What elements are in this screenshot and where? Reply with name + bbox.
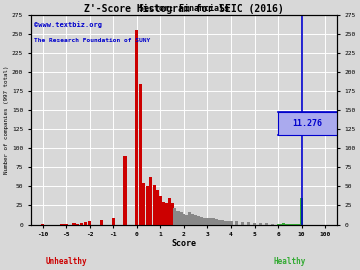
Bar xyxy=(194,215,197,225)
Bar xyxy=(135,31,138,225)
Bar xyxy=(149,177,152,225)
Text: Healthy: Healthy xyxy=(274,257,306,266)
Text: ©www.textbiz.org: ©www.textbiz.org xyxy=(34,22,102,28)
Bar xyxy=(283,223,285,225)
Bar xyxy=(62,224,65,225)
Bar xyxy=(221,220,224,225)
Bar xyxy=(241,222,244,225)
Bar xyxy=(41,224,44,225)
Bar xyxy=(279,224,283,225)
Bar xyxy=(72,223,76,225)
Title: Z'-Score Histogram for SEIC (2016): Z'-Score Histogram for SEIC (2016) xyxy=(84,4,284,15)
Bar xyxy=(209,218,212,225)
Bar xyxy=(123,156,127,225)
Bar xyxy=(224,221,227,225)
Bar xyxy=(168,198,171,225)
Bar xyxy=(271,224,274,225)
Bar xyxy=(80,223,84,225)
Bar xyxy=(183,214,185,225)
Bar xyxy=(159,195,162,225)
Bar xyxy=(300,218,303,225)
Y-axis label: Number of companies (997 total): Number of companies (997 total) xyxy=(4,66,9,174)
Bar xyxy=(76,224,80,225)
Bar xyxy=(88,221,91,225)
Bar xyxy=(171,203,174,225)
Bar xyxy=(218,220,221,225)
Bar xyxy=(60,224,63,225)
Bar xyxy=(176,211,180,225)
Text: Unhealthy: Unhealthy xyxy=(45,257,87,266)
Bar xyxy=(165,203,168,225)
Text: The Research Foundation of SUNY: The Research Foundation of SUNY xyxy=(34,38,150,43)
Bar xyxy=(153,185,156,225)
Bar xyxy=(265,223,268,225)
Bar xyxy=(227,221,230,225)
Bar xyxy=(288,224,291,225)
Bar xyxy=(276,224,280,225)
Bar xyxy=(185,215,188,225)
Text: 11.276: 11.276 xyxy=(293,119,323,128)
Bar xyxy=(297,224,300,225)
Bar xyxy=(278,112,337,135)
Bar xyxy=(100,220,103,225)
Bar xyxy=(200,217,203,225)
Bar xyxy=(215,219,218,225)
Bar xyxy=(229,221,233,225)
Bar xyxy=(285,224,288,225)
Bar xyxy=(206,218,209,225)
Bar xyxy=(84,222,87,225)
Bar xyxy=(112,218,115,225)
Bar xyxy=(300,198,303,225)
Bar xyxy=(139,84,142,225)
X-axis label: Score: Score xyxy=(171,239,197,248)
Bar xyxy=(197,216,200,225)
Bar xyxy=(142,183,145,225)
Bar xyxy=(253,223,256,225)
Bar xyxy=(65,224,68,225)
Bar xyxy=(156,190,159,225)
Text: Sector: Financials: Sector: Financials xyxy=(139,4,229,13)
Bar xyxy=(191,214,194,225)
Bar xyxy=(291,224,294,225)
Bar xyxy=(212,218,215,225)
Bar xyxy=(146,187,149,225)
Bar xyxy=(180,212,183,225)
Bar xyxy=(203,218,206,225)
Bar xyxy=(162,202,165,225)
Bar xyxy=(247,222,250,225)
Bar xyxy=(235,221,238,225)
Bar xyxy=(259,223,262,225)
Bar xyxy=(294,224,297,225)
Bar xyxy=(174,208,176,225)
Bar xyxy=(188,212,191,225)
